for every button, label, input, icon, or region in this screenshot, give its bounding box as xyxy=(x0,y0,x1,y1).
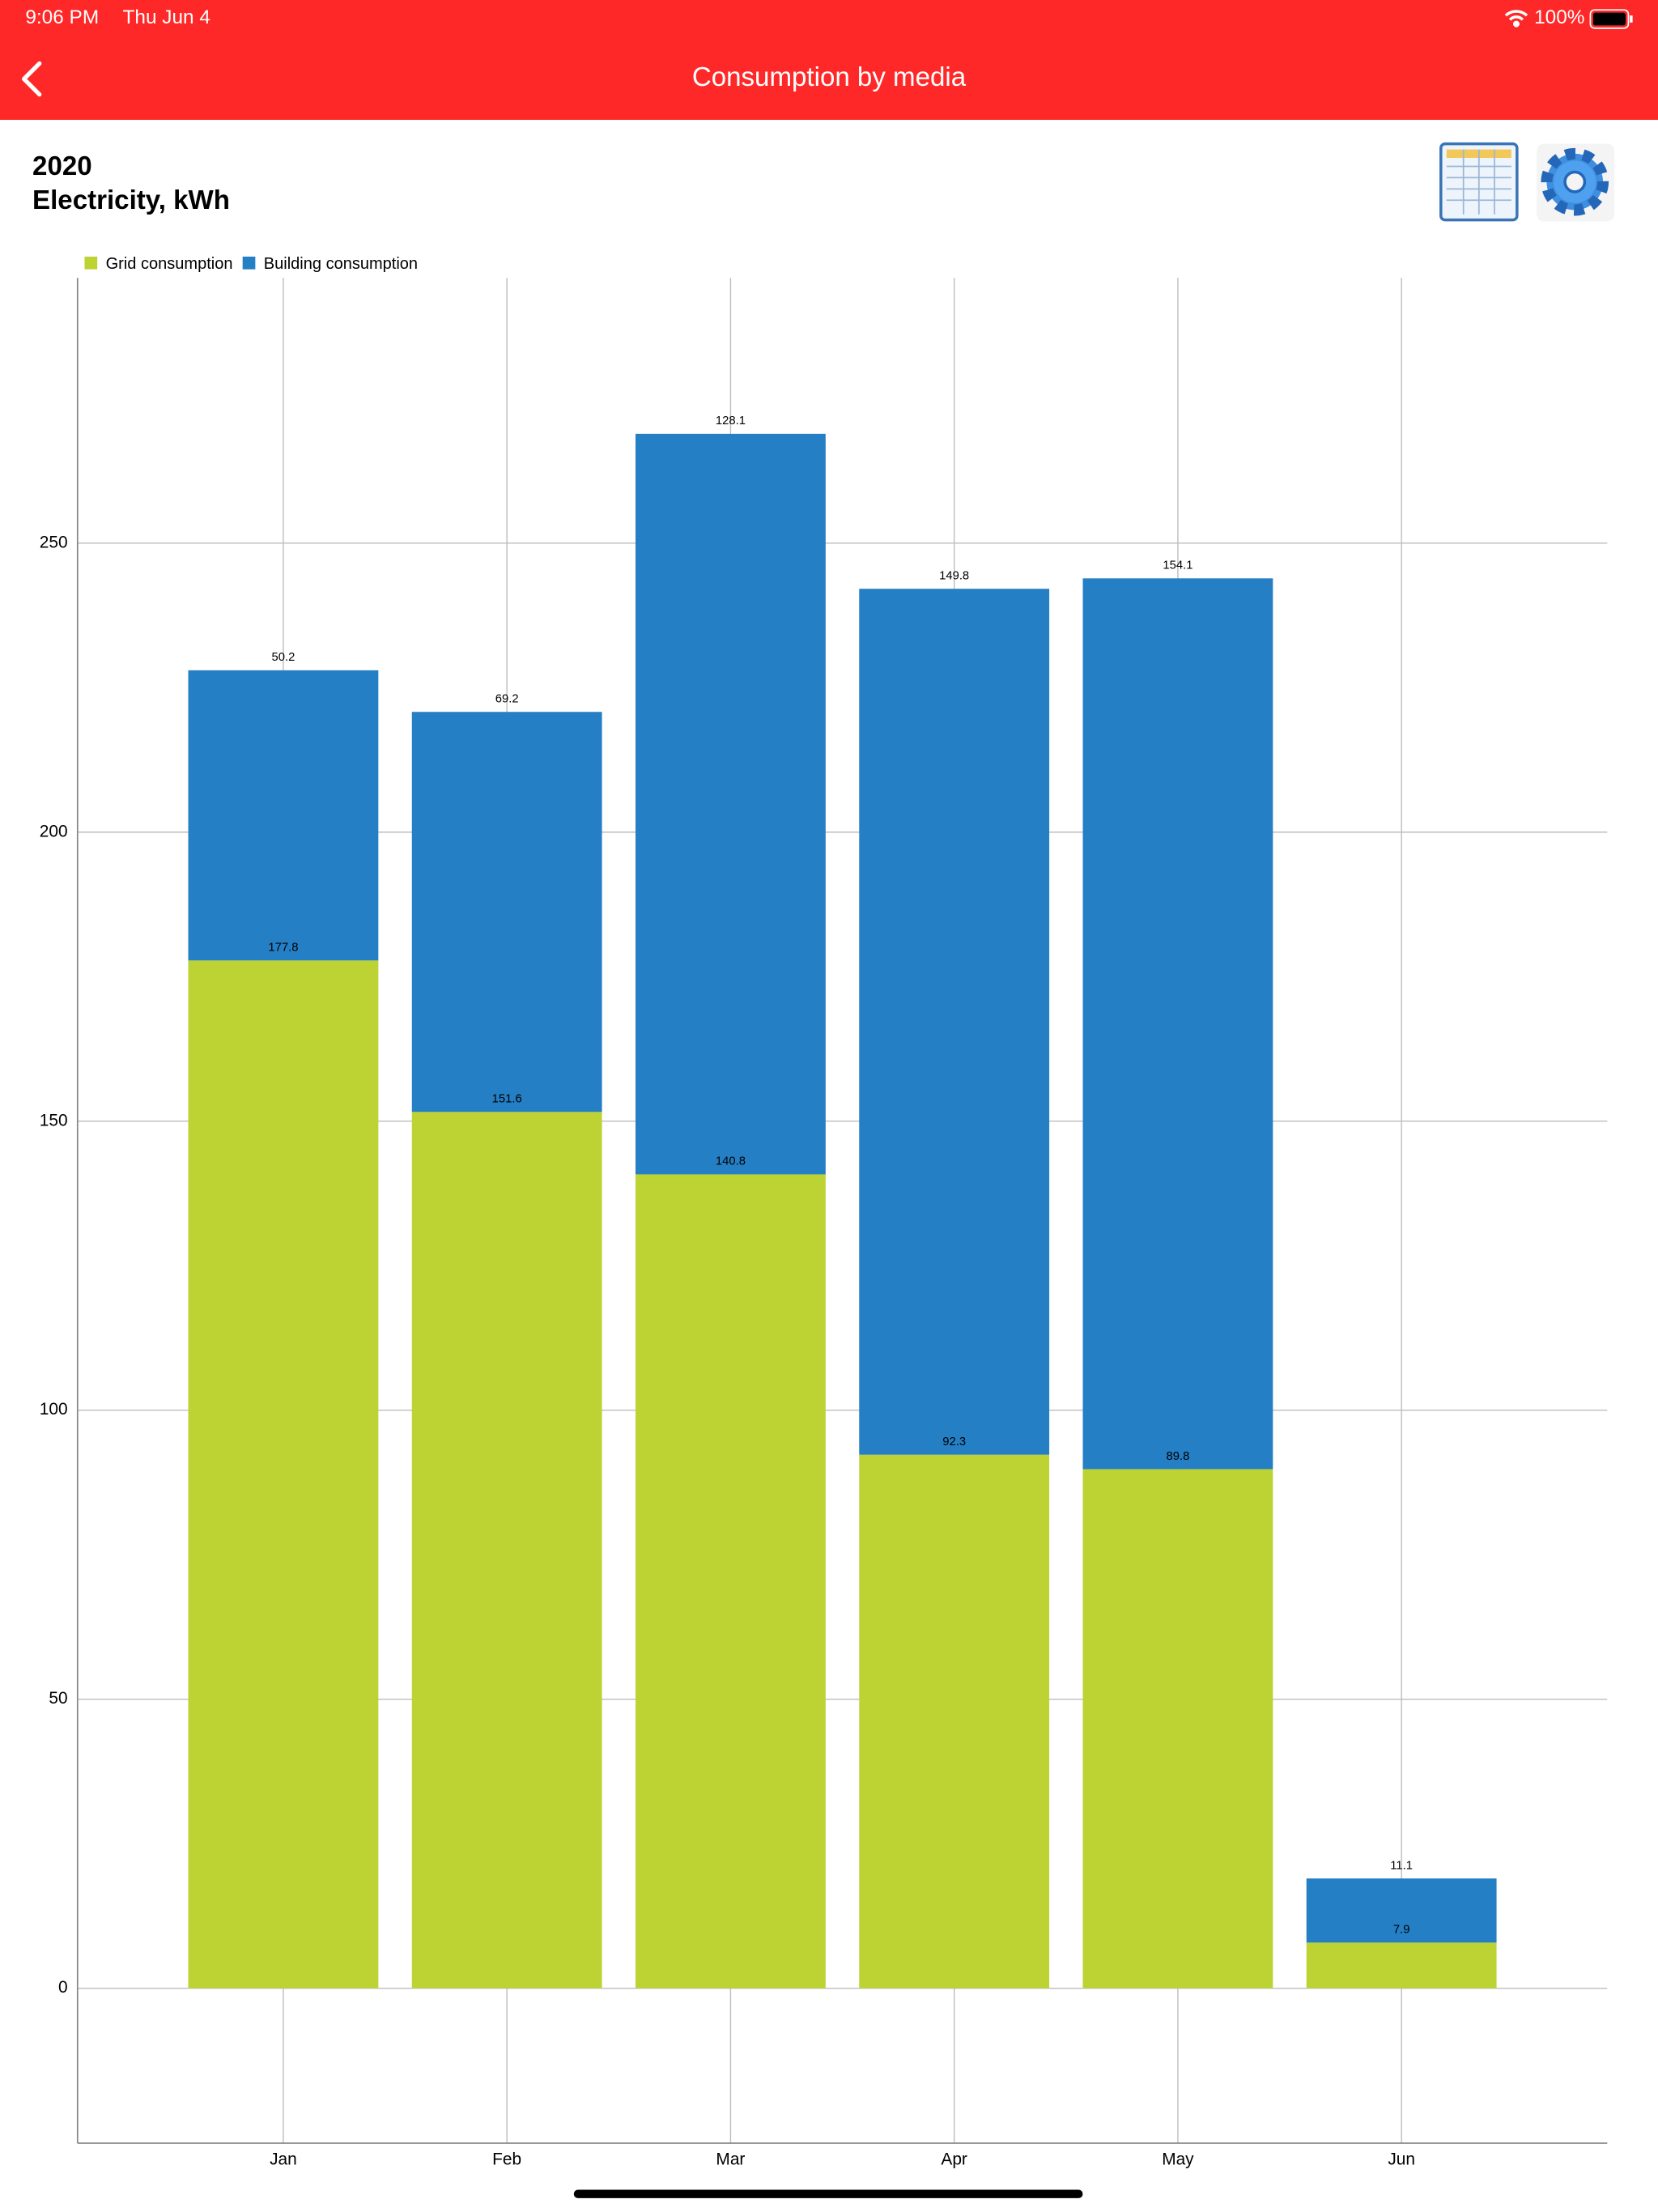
y-tick-label: 250 xyxy=(40,533,68,551)
bar-segment xyxy=(188,960,379,1989)
data-label: 89.8 xyxy=(1167,1450,1190,1463)
data-label: 7.9 xyxy=(1393,1924,1410,1937)
y-tick-label: 0 xyxy=(58,1978,68,1997)
bar-segment xyxy=(1306,1878,1497,1943)
legend-swatch xyxy=(84,256,98,270)
y-tick-label: 150 xyxy=(40,1111,68,1129)
chart-title: 2020 xyxy=(32,151,92,181)
bar-segment xyxy=(859,1454,1050,1989)
battery-icon xyxy=(1589,9,1633,29)
x-tick-label: May xyxy=(1162,2150,1194,2168)
bar-segment xyxy=(636,433,826,1175)
header-background xyxy=(0,0,1658,121)
data-label: 11.1 xyxy=(1390,1859,1413,1872)
x-tick-label: Apr xyxy=(941,2150,967,2168)
y-tick-label: 100 xyxy=(40,1400,68,1419)
data-label: 69.2 xyxy=(495,692,519,705)
status-time: 9:06 PM xyxy=(25,6,99,28)
data-label: 149.8 xyxy=(939,569,969,582)
bar-segment xyxy=(411,712,602,1112)
x-tick-label: Mar xyxy=(716,2150,745,2168)
bar-segment xyxy=(636,1174,826,1989)
status-date: Thu Jun 4 xyxy=(123,6,210,28)
data-label: 140.8 xyxy=(716,1155,746,1168)
y-tick-label: 200 xyxy=(40,822,68,840)
nav-title: Consumption by media xyxy=(692,62,967,92)
x-tick-label: Jun xyxy=(1388,2150,1415,2168)
x-tick-label: Jan xyxy=(270,2150,297,2168)
legend-label: Grid consumption xyxy=(106,255,233,273)
wifi-icon xyxy=(1504,10,1528,28)
settings-button[interactable] xyxy=(1537,143,1615,222)
data-label: 92.3 xyxy=(942,1436,966,1448)
bar-segment xyxy=(188,670,379,961)
chart-subtitle: Electricity, kWh xyxy=(32,185,230,215)
bar-segment xyxy=(1082,1469,1273,1989)
home-indicator xyxy=(573,2189,1083,2198)
battery-percent: 100% xyxy=(1534,6,1584,28)
legend-label: Building consumption xyxy=(264,255,418,273)
data-label: 151.6 xyxy=(492,1093,522,1106)
data-label: 128.1 xyxy=(716,415,746,428)
bar-segment xyxy=(859,589,1050,1455)
y-tick-label: 50 xyxy=(49,1689,67,1708)
bar-segment xyxy=(1082,578,1273,1470)
legend-swatch xyxy=(242,256,256,270)
data-label: 177.8 xyxy=(268,941,298,954)
bar-segment xyxy=(1306,1942,1497,1989)
back-button[interactable] xyxy=(21,61,42,97)
bar-segment xyxy=(411,1112,602,1989)
data-label: 154.1 xyxy=(1163,559,1192,572)
x-tick-label: Feb xyxy=(492,2150,521,2168)
data-label: 50.2 xyxy=(272,651,295,664)
table-button[interactable] xyxy=(1439,142,1519,222)
